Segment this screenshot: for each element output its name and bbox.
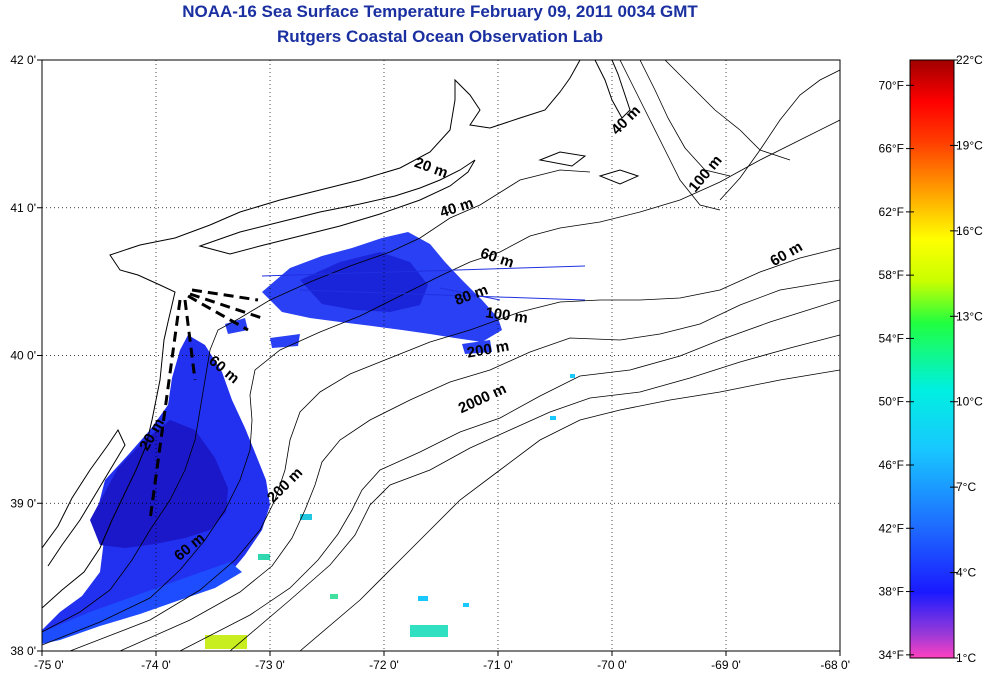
- isobath-georges: [719, 69, 840, 201]
- colorbar-fahrenheit-label: 58°F: [879, 268, 904, 282]
- lon-tick-label: -71 0': [483, 658, 513, 672]
- colorbar-fahrenheit-label: 70°F: [879, 78, 904, 92]
- transect-line: [299, 289, 586, 301]
- colorbar-fahrenheit-label: 46°F: [879, 458, 904, 472]
- transect-line: [439, 287, 501, 301]
- coastline-islands: [538, 151, 640, 185]
- lat-tick-label: 39 0': [10, 496, 36, 510]
- coastline-long-island: [198, 159, 476, 255]
- shipping-lane: [189, 292, 263, 320]
- colorbar-celsius-label: 19°C: [956, 138, 983, 152]
- sst-swaths: [42, 232, 575, 649]
- colorbar-fahrenheit-label: 50°F: [879, 395, 904, 409]
- colorbar-celsius-label: 1°C: [956, 651, 976, 665]
- colorbar-labels: 22°C 19°C 16°C 13°C 10°C 7°C 4°C 1°C 70°F 66°F 62°…: [879, 53, 984, 665]
- colorbar-fahrenheit-label: 42°F: [879, 521, 904, 535]
- isobath-label: 100 m: [484, 304, 528, 327]
- coastline: [42, 60, 640, 609]
- colorbar-fahrenheit-label: 38°F: [879, 585, 904, 599]
- colorbar: 22°C 19°C 16°C 13°C 10°C 7°C 4°C 1°C 70°F 66°F 62°…: [879, 53, 984, 665]
- lon-tick-label: -74 0': [141, 658, 171, 672]
- colorbar-gradient: [909, 59, 955, 659]
- isobath-gulf-maine-a: [619, 60, 721, 211]
- isobath-label: 60 m: [767, 238, 805, 270]
- isobath-gulf-maine-b: [639, 60, 731, 177]
- shipping-lane: [187, 294, 249, 332]
- isobath-100m: [179, 299, 840, 651]
- sst-swath-patch-a: [270, 334, 300, 348]
- sst-pixel: [463, 603, 469, 607]
- isobath-80m: [119, 279, 840, 651]
- isobath-200m: [229, 334, 840, 651]
- colorbar-celsius-label: 16°C: [956, 224, 983, 238]
- coastline-mainland: [42, 60, 581, 609]
- sst-swath-coastal-dark: [90, 420, 228, 548]
- sst-swath-offshore-dark: [300, 252, 428, 312]
- lat-tick-label: 41 0': [10, 201, 36, 215]
- lon-tick-label: -69 0': [711, 658, 741, 672]
- sst-pixel: [330, 594, 338, 599]
- colorbar-celsius-label: 13°C: [956, 309, 983, 323]
- coastline-cape-cod: [594, 60, 631, 119]
- shipping-lanes: [148, 288, 263, 521]
- colorbar-celsius-label: 10°C: [956, 395, 983, 409]
- colorbar-fahrenheit-label: 34°F: [879, 648, 904, 662]
- sst-pixel: [550, 416, 556, 420]
- isobath-2000m: [299, 369, 840, 651]
- isobath-20m: [42, 169, 591, 633]
- sst-swath-patch-b: [225, 318, 248, 334]
- map-subtitle: Rutgers Coastal Ocean Observation Lab: [277, 27, 603, 46]
- sst-pixel: [410, 625, 448, 637]
- isobath-label: 40 m: [608, 102, 644, 138]
- isobath-label: 200 m: [466, 338, 511, 362]
- transects: [261, 265, 586, 301]
- isobath-40m: [42, 119, 840, 646]
- lat-tick-label: 38 0': [10, 644, 36, 658]
- axis-labels: -75 0' -74 0' -73 0' -72 0' -71 0' -70 0' -69 …: [10, 53, 850, 672]
- colorbar-fahrenheit-label: 62°F: [879, 205, 904, 219]
- shipping-lane: [191, 288, 259, 302]
- sst-pixel: [258, 554, 270, 560]
- lat-tick-label: 40 0': [10, 349, 36, 363]
- map-area: [42, 60, 840, 651]
- isobath-label: 20 m: [412, 154, 450, 182]
- map-title: NOAA-16 Sea Surface Temperature February…: [182, 2, 698, 21]
- isobaths: [42, 60, 840, 651]
- lon-tick-label: -72 0': [369, 658, 399, 672]
- colorbar-fahrenheit-label: 54°F: [879, 331, 904, 345]
- sst-swath-patch-c: [462, 340, 492, 354]
- isobath-label: 40 m: [438, 195, 476, 222]
- colorbar-celsius-label: 22°C: [956, 53, 983, 67]
- isobath-label: 2000 m: [456, 380, 509, 417]
- shipping-lane: [183, 299, 197, 381]
- sst-pixel: [300, 514, 312, 520]
- colorbar-celsius-label: 7°C: [956, 480, 976, 494]
- colorbar-fahrenheit-label: 66°F: [879, 142, 904, 156]
- transect-line: [261, 265, 586, 277]
- lon-tick-label: -73 0': [255, 658, 285, 672]
- lat-tick-label: 42 0': [10, 53, 36, 67]
- sst-swath-southern: [42, 562, 242, 644]
- shipping-lane: [148, 299, 182, 521]
- coastline-delaware-bay: [42, 428, 126, 567]
- lon-tick-label: -70 0': [597, 658, 627, 672]
- colorbar-celsius-label: 4°C: [956, 566, 976, 580]
- isobath-gulf-maine-c: [664, 60, 791, 161]
- sst-pixel: [418, 596, 428, 601]
- isobath-60m: [69, 247, 840, 651]
- sst-pixel: [570, 374, 575, 378]
- isobath-label: 60 m: [478, 245, 516, 272]
- lon-tick-label: -75 0': [34, 658, 64, 672]
- lon-tick-label: -68 0': [820, 658, 850, 672]
